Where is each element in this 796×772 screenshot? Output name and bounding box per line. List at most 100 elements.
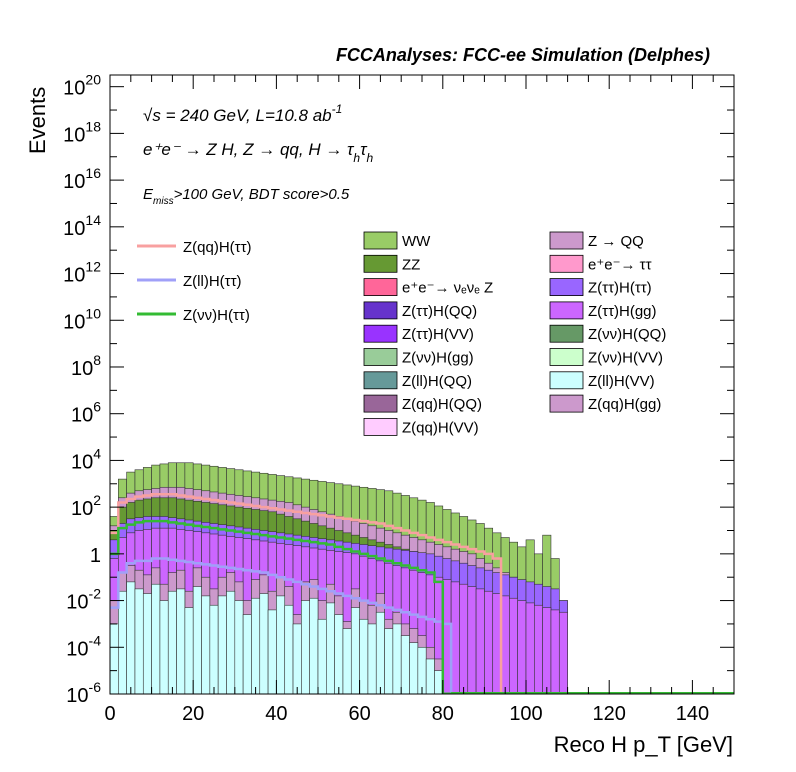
legend-fill-swatch (363, 371, 398, 390)
legend-fill-swatch (549, 394, 584, 413)
y-tick-label: 1012 (63, 259, 101, 287)
histogram-bin-ZllHVV_top (251, 597, 261, 694)
x-axis: 0 20 40 60 80 100 120 140 (104, 75, 735, 725)
histogram-bin-ZllHVV_top (209, 604, 219, 694)
histogram-bin-ZllHVV_top (375, 611, 385, 694)
histogram-bin-ZllHVV_top (151, 583, 161, 694)
histogram-bin-Ztautau_HVV_top (509, 597, 518, 694)
legend-line-label: Z(qq)H(ττ) (183, 239, 252, 256)
histogram-bin-ZllHVV_top (217, 595, 227, 694)
legend-fill-swatch (549, 324, 584, 343)
histogram-bin-ZllHVV_top (334, 614, 344, 694)
process-annotation: e⁺e⁻ → Z H, Z → qq, H → τhτh (143, 140, 373, 165)
stacked-histograms (110, 462, 568, 694)
histogram-bin-Ztautau_HVV_top (534, 604, 543, 694)
chart-title: FCCAnalyses: FCC-ee Simulation (Delphes) (336, 45, 710, 65)
legend-fill-label: Z(νν)H(QQ) (588, 326, 666, 343)
histogram-bin-ZllHVV_top (384, 628, 394, 694)
legend-fill-swatch (549, 348, 584, 366)
x-tick-label: 20 (182, 703, 204, 725)
histogram-bin-ZllHVV_top (276, 595, 286, 694)
legend-fill-swatch (549, 301, 584, 320)
energy-lumi: = 240 GeV, L=10.8 ab (161, 106, 332, 125)
histogram-bin-Ztautau_HVV_top (475, 588, 485, 694)
histogram-bin-ZllHVV_top (301, 600, 310, 694)
histogram-bin-Ztautau_HVV_top (459, 583, 469, 694)
legend-fill-label: ZZ (402, 256, 420, 273)
legend-fill-swatch (363, 324, 398, 343)
energy-annotation: √s = 240 GeV, L=10.8 ab-1 (143, 102, 342, 125)
legend-fill-swatch (549, 278, 584, 297)
series-line (110, 557, 568, 694)
y-tick-label: 1018 (63, 118, 101, 146)
y-tick-label: 1 (90, 545, 101, 567)
y-tick-label: 10-6 (66, 679, 101, 707)
legend-fill-label: Z(qq)H(gg) (588, 396, 661, 413)
y-tick-label: 106 (71, 399, 101, 427)
y-axis: 1020 1018 1016 1014 1012 1010 108 106 104 102 1 10-… (63, 72, 734, 707)
emiss-subscript: miss (153, 196, 174, 207)
legend-fill-swatch (363, 417, 398, 436)
histogram-bin-ZllHVV_top (284, 604, 294, 694)
legend-fill-label: Z(ττ)H(VV) (402, 326, 474, 343)
x-tick-label: 60 (348, 703, 370, 725)
histogram-bin-ZllHVV_top (417, 646, 427, 694)
y-tick-label: 1010 (63, 305, 101, 333)
legend-fill-swatch (363, 254, 398, 273)
lumi-exponent: -1 (332, 102, 343, 116)
svg-text:e⁺e⁻ → Z H, Z → qq, H → τhτh: e⁺e⁻ → Z H, Z → qq, H → τhτh (143, 140, 373, 165)
y-tick-label: 10-2 (66, 586, 101, 614)
histogram-bin-ZllHVV_top (292, 623, 302, 694)
legend-fill-label: Z → QQ (588, 233, 644, 250)
svg-text:Emiss>100 GeV, BDT score>0.5: Emiss>100 GeV, BDT score>0.5 (143, 186, 350, 207)
histogram-bin-Ztautau_HVV_top (542, 607, 552, 694)
legend-fill-label: Z(ll)H(QQ) (402, 373, 472, 390)
histogram-bin-ZllHVV_top (326, 602, 335, 694)
y-tick-label: 102 (71, 492, 101, 520)
tau1-subscript: h (353, 151, 360, 165)
histogram-bin-Ztautau_HVV_top (517, 600, 527, 694)
histogram-bin-Ztautau_HVV_top (484, 590, 494, 694)
x-tick-label: 120 (593, 703, 626, 725)
selection-cuts: >100 GeV, BDT score>0.5 (174, 186, 350, 203)
legend-fill-swatch (363, 301, 398, 320)
process-text: e⁺e⁻ → Z H, Z → qq, H → τ (143, 140, 355, 159)
legend-fill-label: Z(ττ)H(gg) (588, 303, 657, 320)
y-tick-label: 108 (71, 352, 101, 380)
histogram-bin-Ztautau_HVV_top (558, 611, 568, 694)
histogram-bin-ZllHVV_top (317, 618, 327, 694)
legend-fill-swatch (549, 231, 584, 250)
histogram-bin-ZllHVV_top (110, 623, 119, 694)
x-axis-label: Reco H p_T [GeV] (554, 732, 733, 757)
y-tick-label: 104 (71, 445, 101, 473)
series-line (110, 519, 568, 694)
histogram-bin-ZllHVV_top (176, 588, 186, 694)
histogram-bin-ZllHVV_top (167, 590, 177, 694)
y-tick-label: 1014 (63, 212, 101, 240)
histogram-bin-ZllHVV_top (425, 658, 435, 694)
tau2-subscript: h (366, 151, 373, 165)
histogram-bin-ZllHVV_top (242, 614, 252, 694)
legend-fill-label: Z(qq)H(VV) (402, 419, 479, 436)
legend-fill-swatch (549, 371, 584, 390)
histogram-bin-ZllHVV_top (392, 623, 402, 694)
histogram-bin-ZllHVV_top (184, 607, 194, 694)
y-axis-label: Events (25, 87, 50, 154)
legend-fill-label: Z(νν)H(gg) (402, 350, 474, 367)
legend-fill-label: Z(νν)H(VV) (588, 350, 663, 367)
x-tick-label: 80 (432, 703, 454, 725)
histogram-bin-ZllHVV_top (367, 623, 377, 694)
selection-annotation: Emiss>100 GeV, BDT score>0.5 (143, 186, 350, 207)
legend-fill-label: Z(ll)H(VV) (588, 373, 655, 390)
legend-fill-label: Z(qq)H(QQ) (402, 396, 482, 413)
legend-fill-label: WW (402, 233, 431, 250)
histogram-bin-ZllHVV_top (159, 600, 169, 694)
x-tick-label: 100 (509, 703, 542, 725)
histogram-bin-ZllHVV_top (192, 586, 202, 694)
legend-line-label: Z(ll)H(ττ) (183, 273, 242, 290)
x-tick-label: 0 (104, 703, 115, 725)
histogram-bin-ZllHVV_top (259, 593, 269, 694)
legend-line-label: Z(νν)H(ττ) (183, 307, 250, 324)
legend-fill-swatch (363, 231, 398, 250)
